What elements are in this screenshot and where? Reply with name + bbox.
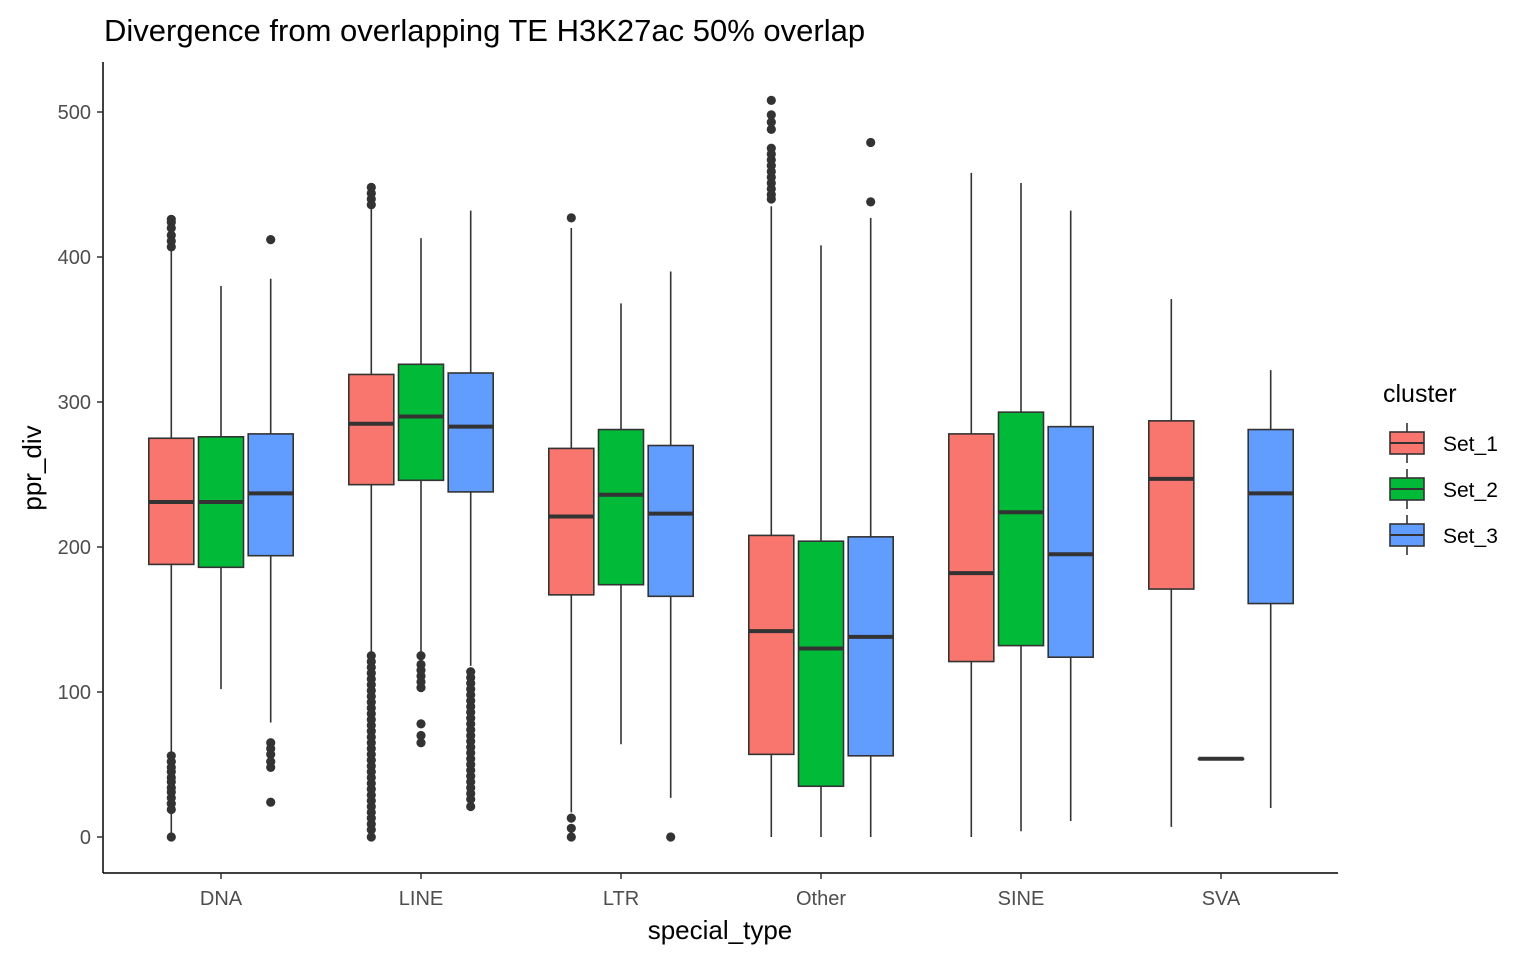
outlier-point <box>266 762 276 773</box>
x-axis-label: special_type <box>648 915 793 945</box>
series-set-3 <box>247 137 1294 842</box>
outlier-point <box>416 719 426 729</box>
legend-key-set-1: Set_1 <box>1389 423 1498 463</box>
box-other-set-1 <box>747 95 795 837</box>
box-line-set-2 <box>397 238 445 748</box>
outlier-point <box>366 200 376 210</box>
iqr-box <box>847 536 895 757</box>
box-ltr-set-1 <box>547 213 595 842</box>
y-axis: 0 100 200 300 400 500 <box>58 62 104 873</box>
box-sva-set-1 <box>1148 299 1195 827</box>
iqr-box <box>1148 420 1195 590</box>
box-ltr-set-3 <box>647 271 695 842</box>
x-tick-label: Other <box>796 888 846 910</box>
iqr-box <box>647 444 695 598</box>
chart-title: Divergence from overlapping TE H3K27ac 5… <box>104 13 865 48</box>
box-sine-set-2 <box>997 183 1045 832</box>
legend-key-set-3: Set_3 <box>1389 515 1498 555</box>
outlier-point <box>766 95 776 105</box>
iqr-box <box>1247 428 1294 605</box>
outlier-point <box>766 117 776 127</box>
box-dna-set-1 <box>148 214 195 842</box>
box-sva-set-3 <box>1247 370 1294 808</box>
box-sine-set-3 <box>1047 210 1094 822</box>
legend-title: cluster <box>1383 380 1457 408</box>
outlier-point <box>866 197 876 207</box>
outlier-point <box>766 110 776 120</box>
box-dna-set-2 <box>197 286 245 690</box>
iqr-box <box>747 534 795 756</box>
box-sine-set-1 <box>947 172 995 837</box>
series-set-1 <box>148 95 1195 842</box>
legend-label: Set_3 <box>1443 525 1498 548</box>
box-ltr-set-2 <box>597 303 645 745</box>
box-sva-set-2 <box>1197 756 1245 761</box>
iqr-box <box>597 428 645 586</box>
y-tick-label: 0 <box>80 827 91 849</box>
x-tick-label: DNA <box>200 888 243 910</box>
outlier-point <box>266 797 276 807</box>
outlier-point <box>366 825 376 835</box>
y-tick-label: 400 <box>58 247 91 269</box>
outlier-point <box>166 804 176 815</box>
iqr-box <box>997 411 1045 647</box>
outlier-point <box>566 823 576 833</box>
outlier-point <box>416 730 426 741</box>
outlier-point <box>266 235 276 245</box>
iqr-box <box>1047 425 1094 658</box>
x-tick-label: SVA <box>1202 888 1241 910</box>
box-other-set-3 <box>847 137 895 837</box>
y-tick-label: 200 <box>58 537 91 559</box>
outlier-point <box>766 124 776 134</box>
outlier-point <box>416 738 426 748</box>
iqr-box <box>547 447 595 596</box>
y-tick-label: 300 <box>58 392 91 414</box>
box-other-set-2 <box>797 245 845 837</box>
outlier-point <box>466 801 476 812</box>
iqr-box <box>397 363 445 482</box>
outlier-point <box>566 832 576 842</box>
outlier-point <box>866 137 876 148</box>
box-dna-set-3 <box>247 235 294 807</box>
y-tick-label: 100 <box>58 682 91 704</box>
legend-label: Set_1 <box>1443 433 1498 456</box>
series-set-2 <box>197 183 1245 837</box>
outlier-point <box>266 749 276 759</box>
y-tick-label: 500 <box>58 102 91 124</box>
outlier-point <box>166 223 176 233</box>
box-groups <box>148 95 1294 842</box>
legend: cluster Set_1 Set_2 Set_3 <box>1383 380 1498 555</box>
iqr-box <box>347 373 395 486</box>
box-line-set-1 <box>347 182 395 842</box>
iqr-box <box>947 433 995 663</box>
legend-label: Set_2 <box>1443 479 1498 502</box>
outlier-point <box>666 832 676 842</box>
x-tick-label: SINE <box>998 888 1045 910</box>
outlier-point <box>766 194 776 204</box>
x-tick-label: LINE <box>399 888 443 910</box>
outlier-point <box>166 832 176 842</box>
x-axis: DNA LINE LTR Other SINE SVA <box>103 872 1338 910</box>
box-line-set-3 <box>447 210 495 812</box>
outlier-point <box>366 832 376 842</box>
x-tick-label: LTR <box>603 888 639 910</box>
outlier-point <box>416 683 426 693</box>
outlier-point <box>166 242 176 252</box>
iqr-box <box>797 540 845 788</box>
iqr-box <box>447 372 495 493</box>
outlier-point <box>566 813 576 823</box>
outlier-point <box>466 794 476 804</box>
outlier-point <box>416 651 426 661</box>
y-axis-label: ppr_div <box>17 425 47 510</box>
outlier-point <box>566 213 576 223</box>
legend-key-set-2: Set_2 <box>1389 469 1498 509</box>
